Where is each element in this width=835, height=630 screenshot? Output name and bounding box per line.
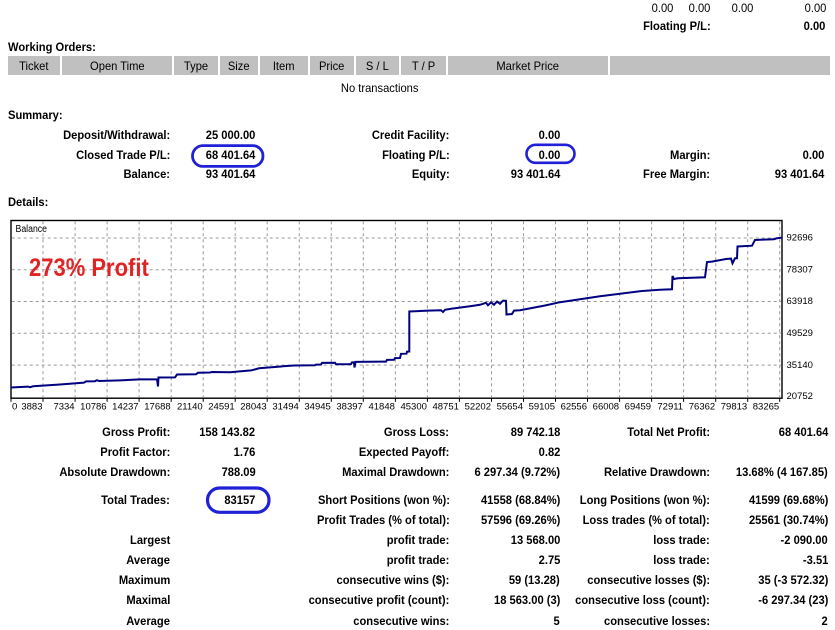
svg-text:83265: 83265 — [753, 401, 779, 412]
svg-text:20752: 20752 — [787, 391, 813, 402]
svg-text:79813: 79813 — [721, 401, 747, 412]
svg-text:24591: 24591 — [208, 401, 234, 412]
svg-text:10786: 10786 — [80, 401, 106, 412]
svg-text:45300: 45300 — [400, 401, 426, 412]
svg-text:14237: 14237 — [112, 401, 138, 412]
svg-text:76362: 76362 — [689, 401, 715, 412]
svg-text:49529: 49529 — [787, 328, 813, 339]
svg-text:17688: 17688 — [144, 401, 170, 412]
svg-text:41848: 41848 — [368, 401, 394, 412]
svg-text:55654: 55654 — [497, 401, 523, 412]
svg-text:0: 0 — [12, 401, 17, 412]
svg-text:78307: 78307 — [787, 264, 813, 275]
svg-text:72911: 72911 — [657, 401, 683, 412]
svg-text:35140: 35140 — [787, 360, 813, 371]
svg-text:66008: 66008 — [593, 401, 619, 412]
svg-text:48751: 48751 — [432, 401, 458, 412]
svg-text:38397: 38397 — [336, 401, 362, 412]
svg-text:69459: 69459 — [625, 401, 651, 412]
svg-text:21140: 21140 — [177, 401, 203, 412]
svg-text:Balance: Balance — [16, 224, 48, 235]
svg-text:28043: 28043 — [240, 401, 266, 412]
svg-text:52202: 52202 — [465, 401, 491, 412]
svg-text:31494: 31494 — [272, 401, 298, 412]
svg-text:7334: 7334 — [53, 401, 74, 412]
svg-text:63918: 63918 — [787, 296, 813, 307]
svg-text:62556: 62556 — [561, 401, 587, 412]
svg-text:59105: 59105 — [529, 401, 555, 412]
svg-text:3883: 3883 — [21, 401, 42, 412]
svg-text:34945: 34945 — [304, 401, 330, 412]
svg-text:92696: 92696 — [787, 232, 813, 243]
